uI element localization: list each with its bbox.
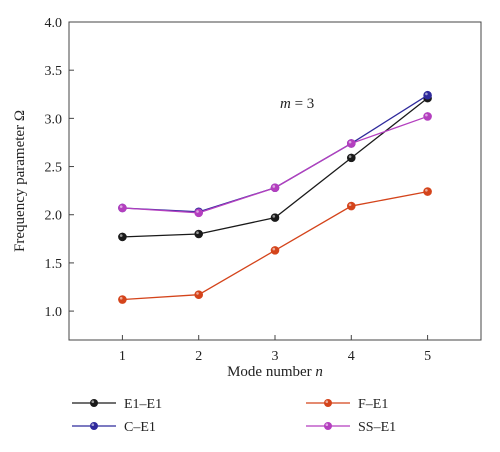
legend: E1–E1 F–E1 C–E1 SS–E1 <box>72 397 396 435</box>
data-point-highlight <box>272 247 276 251</box>
legend-item: SS–E1 <box>306 420 396 435</box>
data-point <box>346 153 356 163</box>
data-point-highlight <box>272 215 276 218</box>
y-tick-label: 4.0 <box>45 16 63 31</box>
y-tick-label: 3.5 <box>45 64 63 79</box>
x-tick-label: 4 <box>348 349 355 364</box>
x-axis-title: Mode number n <box>227 364 323 380</box>
y-tick-label: 2.0 <box>45 209 63 224</box>
x-tick-label: 3 <box>272 349 279 364</box>
data-point <box>423 90 432 100</box>
data-point-highlight <box>425 189 428 192</box>
data-point <box>346 201 356 211</box>
data-point-highlight <box>272 185 276 188</box>
x-axis-title-text: Mode number <box>227 364 312 380</box>
data-point-highlight <box>348 155 352 158</box>
legend-label: F–E1 <box>358 397 388 412</box>
data-point-highlight <box>425 92 428 96</box>
x-axis-title-var: n <box>315 364 323 380</box>
data-point-highlight <box>348 203 352 207</box>
series-line <box>122 115 428 214</box>
y-tick-label: 1.5 <box>45 257 63 272</box>
data-point <box>423 187 432 196</box>
series-3 <box>118 112 432 218</box>
legend-item: F–E1 <box>306 397 388 412</box>
data-point <box>423 112 432 121</box>
data-point-highlight <box>196 231 199 234</box>
legend-marker <box>324 422 332 430</box>
y-axis: 1.0 1.5 2.0 2.5 3.0 3.5 4.0 <box>45 16 74 320</box>
y-tick-label: 2.5 <box>45 161 63 176</box>
legend-marker-highlight <box>325 423 329 427</box>
series-1 <box>118 187 432 304</box>
legend-marker-highlight <box>91 423 95 427</box>
legend-marker <box>90 399 98 407</box>
y-axis-title: Frequency parameter Ω <box>12 110 28 252</box>
data-point <box>118 232 127 242</box>
series-2 <box>118 90 432 217</box>
legend-marker-highlight <box>325 400 329 404</box>
legend-label: E1–E1 <box>124 397 162 412</box>
x-tick-label: 2 <box>195 349 202 364</box>
legend-marker <box>90 422 98 430</box>
series-line <box>122 190 428 301</box>
data-point-highlight <box>196 210 199 213</box>
data-point <box>118 295 127 304</box>
annotation-var: m <box>280 96 291 112</box>
x-tick-label: 5 <box>424 349 431 364</box>
data-point <box>346 139 356 148</box>
data-point <box>118 203 127 213</box>
series-0 <box>118 93 432 242</box>
legend-label: C–E1 <box>124 420 156 435</box>
data-point <box>194 290 204 300</box>
data-point-highlight <box>119 234 123 237</box>
data-point-highlight <box>119 296 123 300</box>
y-tick-label: 1.0 <box>45 305 63 320</box>
legend-label: SS–E1 <box>358 420 396 435</box>
legend-item: C–E1 <box>72 420 156 435</box>
data-point <box>194 229 204 239</box>
legend-marker-highlight <box>91 400 95 404</box>
data-point <box>270 246 280 255</box>
legend-item: E1–E1 <box>72 397 162 412</box>
y-tick-label: 3.0 <box>45 112 63 127</box>
data-point-highlight <box>119 205 123 208</box>
x-tick-label: 1 <box>119 349 126 364</box>
annotation: m = 3 <box>280 96 314 112</box>
data-point-highlight <box>348 140 352 144</box>
data-point <box>270 213 280 222</box>
plot-frame <box>68 21 482 341</box>
data-point-highlight <box>425 113 428 117</box>
legend-marker <box>324 399 332 407</box>
annotation-value: = 3 <box>295 96 315 112</box>
data-point-highlight <box>196 292 199 295</box>
data-point <box>270 183 280 193</box>
series-line <box>122 94 428 213</box>
series-layer <box>118 90 432 304</box>
x-axis: 1 2 3 4 5 <box>119 335 431 364</box>
data-point <box>194 208 204 218</box>
